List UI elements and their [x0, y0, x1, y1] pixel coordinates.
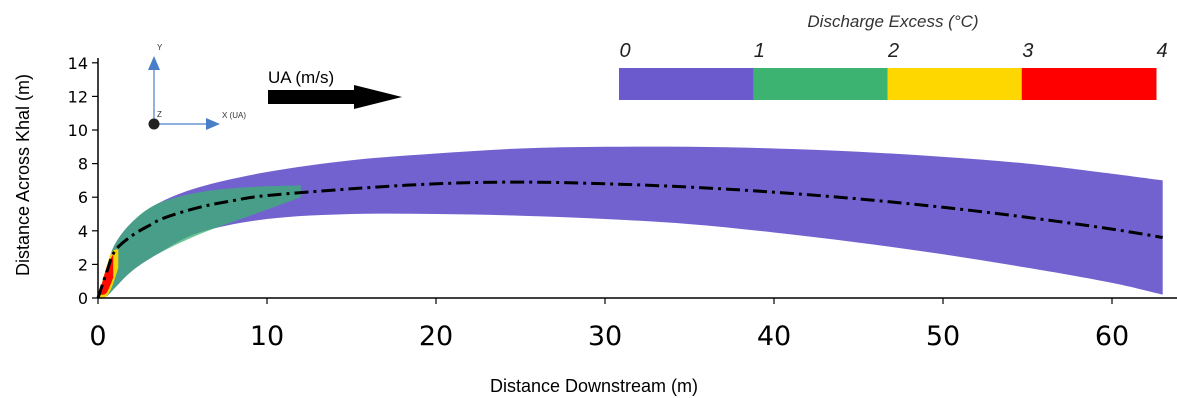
colorbar-tick-label: 2 [887, 40, 899, 62]
coord-x-label: X (UA) [222, 111, 246, 120]
y-tick-label: 2 [78, 255, 88, 274]
colorbar-tick-label: 1 [754, 40, 765, 62]
colorbar-tick-label: 4 [1156, 40, 1167, 62]
colorbar-segment [753, 68, 888, 100]
x-tick-label: 40 [757, 321, 791, 352]
y-tick-label: 6 [78, 188, 88, 207]
colorbar-segments [619, 68, 1157, 100]
x-tick-label: 20 [419, 321, 453, 352]
colorbar: Discharge Excess (°C) 0 1 2 3 4 [619, 12, 1168, 100]
flow-direction-arrow: UA (m/s) [268, 68, 402, 109]
colorbar-tick-label: 3 [1022, 40, 1033, 62]
coord-y-label: Y [157, 43, 163, 52]
y-tick-label: 10 [68, 121, 88, 140]
x-axis-title: Distance Downstream (m) [490, 376, 698, 396]
x-tick-label: 60 [1095, 321, 1129, 352]
y-tick-label: 8 [78, 155, 88, 174]
colorbar-tick-label: 0 [619, 40, 630, 62]
plume-zones [98, 146, 1163, 299]
y-tick-label: 4 [78, 222, 88, 241]
colorbar-segment [1021, 68, 1157, 100]
x-ticks: 0 10 20 30 40 50 60 [89, 298, 1129, 352]
colorbar-title: Discharge Excess (°C) [807, 12, 978, 31]
plume-centerline [96, 180, 1163, 299]
x-tick-label: 10 [250, 321, 284, 352]
y-ticks: 0 2 4 6 8 10 12 14 [68, 54, 98, 308]
x-tick-label: 50 [926, 321, 960, 352]
coordinate-axes-icon: Y Z X (UA) [148, 43, 246, 130]
coord-z-label: Z [157, 110, 162, 119]
y-tick-label: 14 [68, 54, 88, 73]
y-axis-title: Distance Across Khal (m) [13, 74, 33, 276]
plume-zone-0-1 [98, 146, 1163, 298]
plume-zone-1-2 [98, 185, 301, 298]
colorbar-segment [619, 68, 754, 100]
x-tick-label: 0 [89, 321, 106, 352]
x-tick-label: 30 [588, 321, 622, 352]
colorbar-ticks: 0 1 2 3 4 [619, 40, 1167, 62]
flow-arrow-label: UA (m/s) [268, 68, 334, 87]
y-tick-label: 12 [68, 87, 88, 106]
colorbar-segment [887, 68, 1023, 100]
y-tick-label: 0 [78, 289, 88, 308]
